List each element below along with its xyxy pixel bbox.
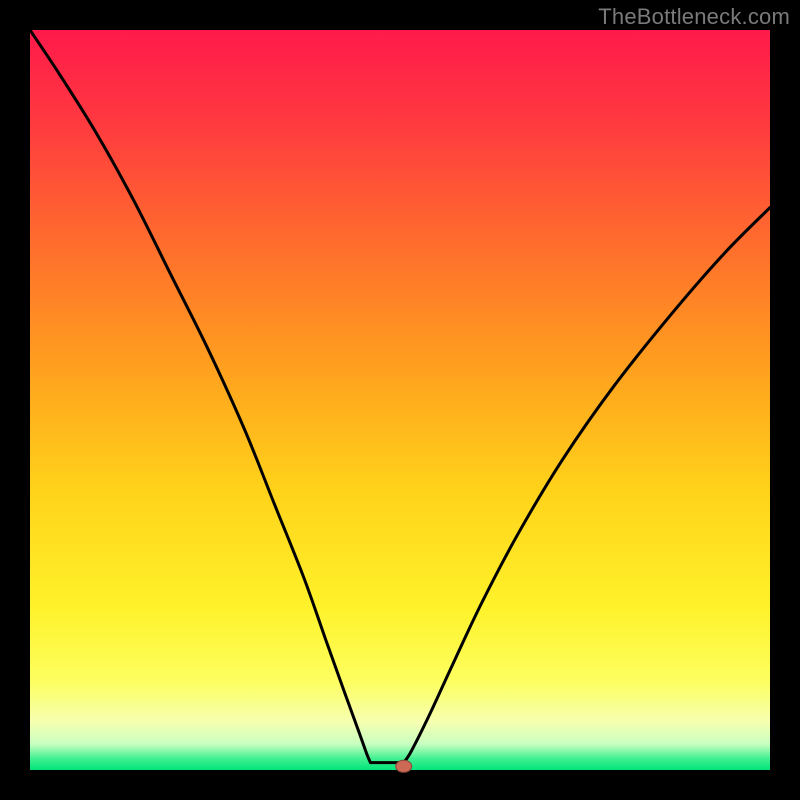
- chart-container: TheBottleneck.com: [0, 0, 800, 800]
- bottleneck-chart: [0, 0, 800, 800]
- optimal-point-marker: [396, 760, 412, 772]
- plot-background: [30, 30, 770, 770]
- watermark-label: TheBottleneck.com: [598, 4, 790, 30]
